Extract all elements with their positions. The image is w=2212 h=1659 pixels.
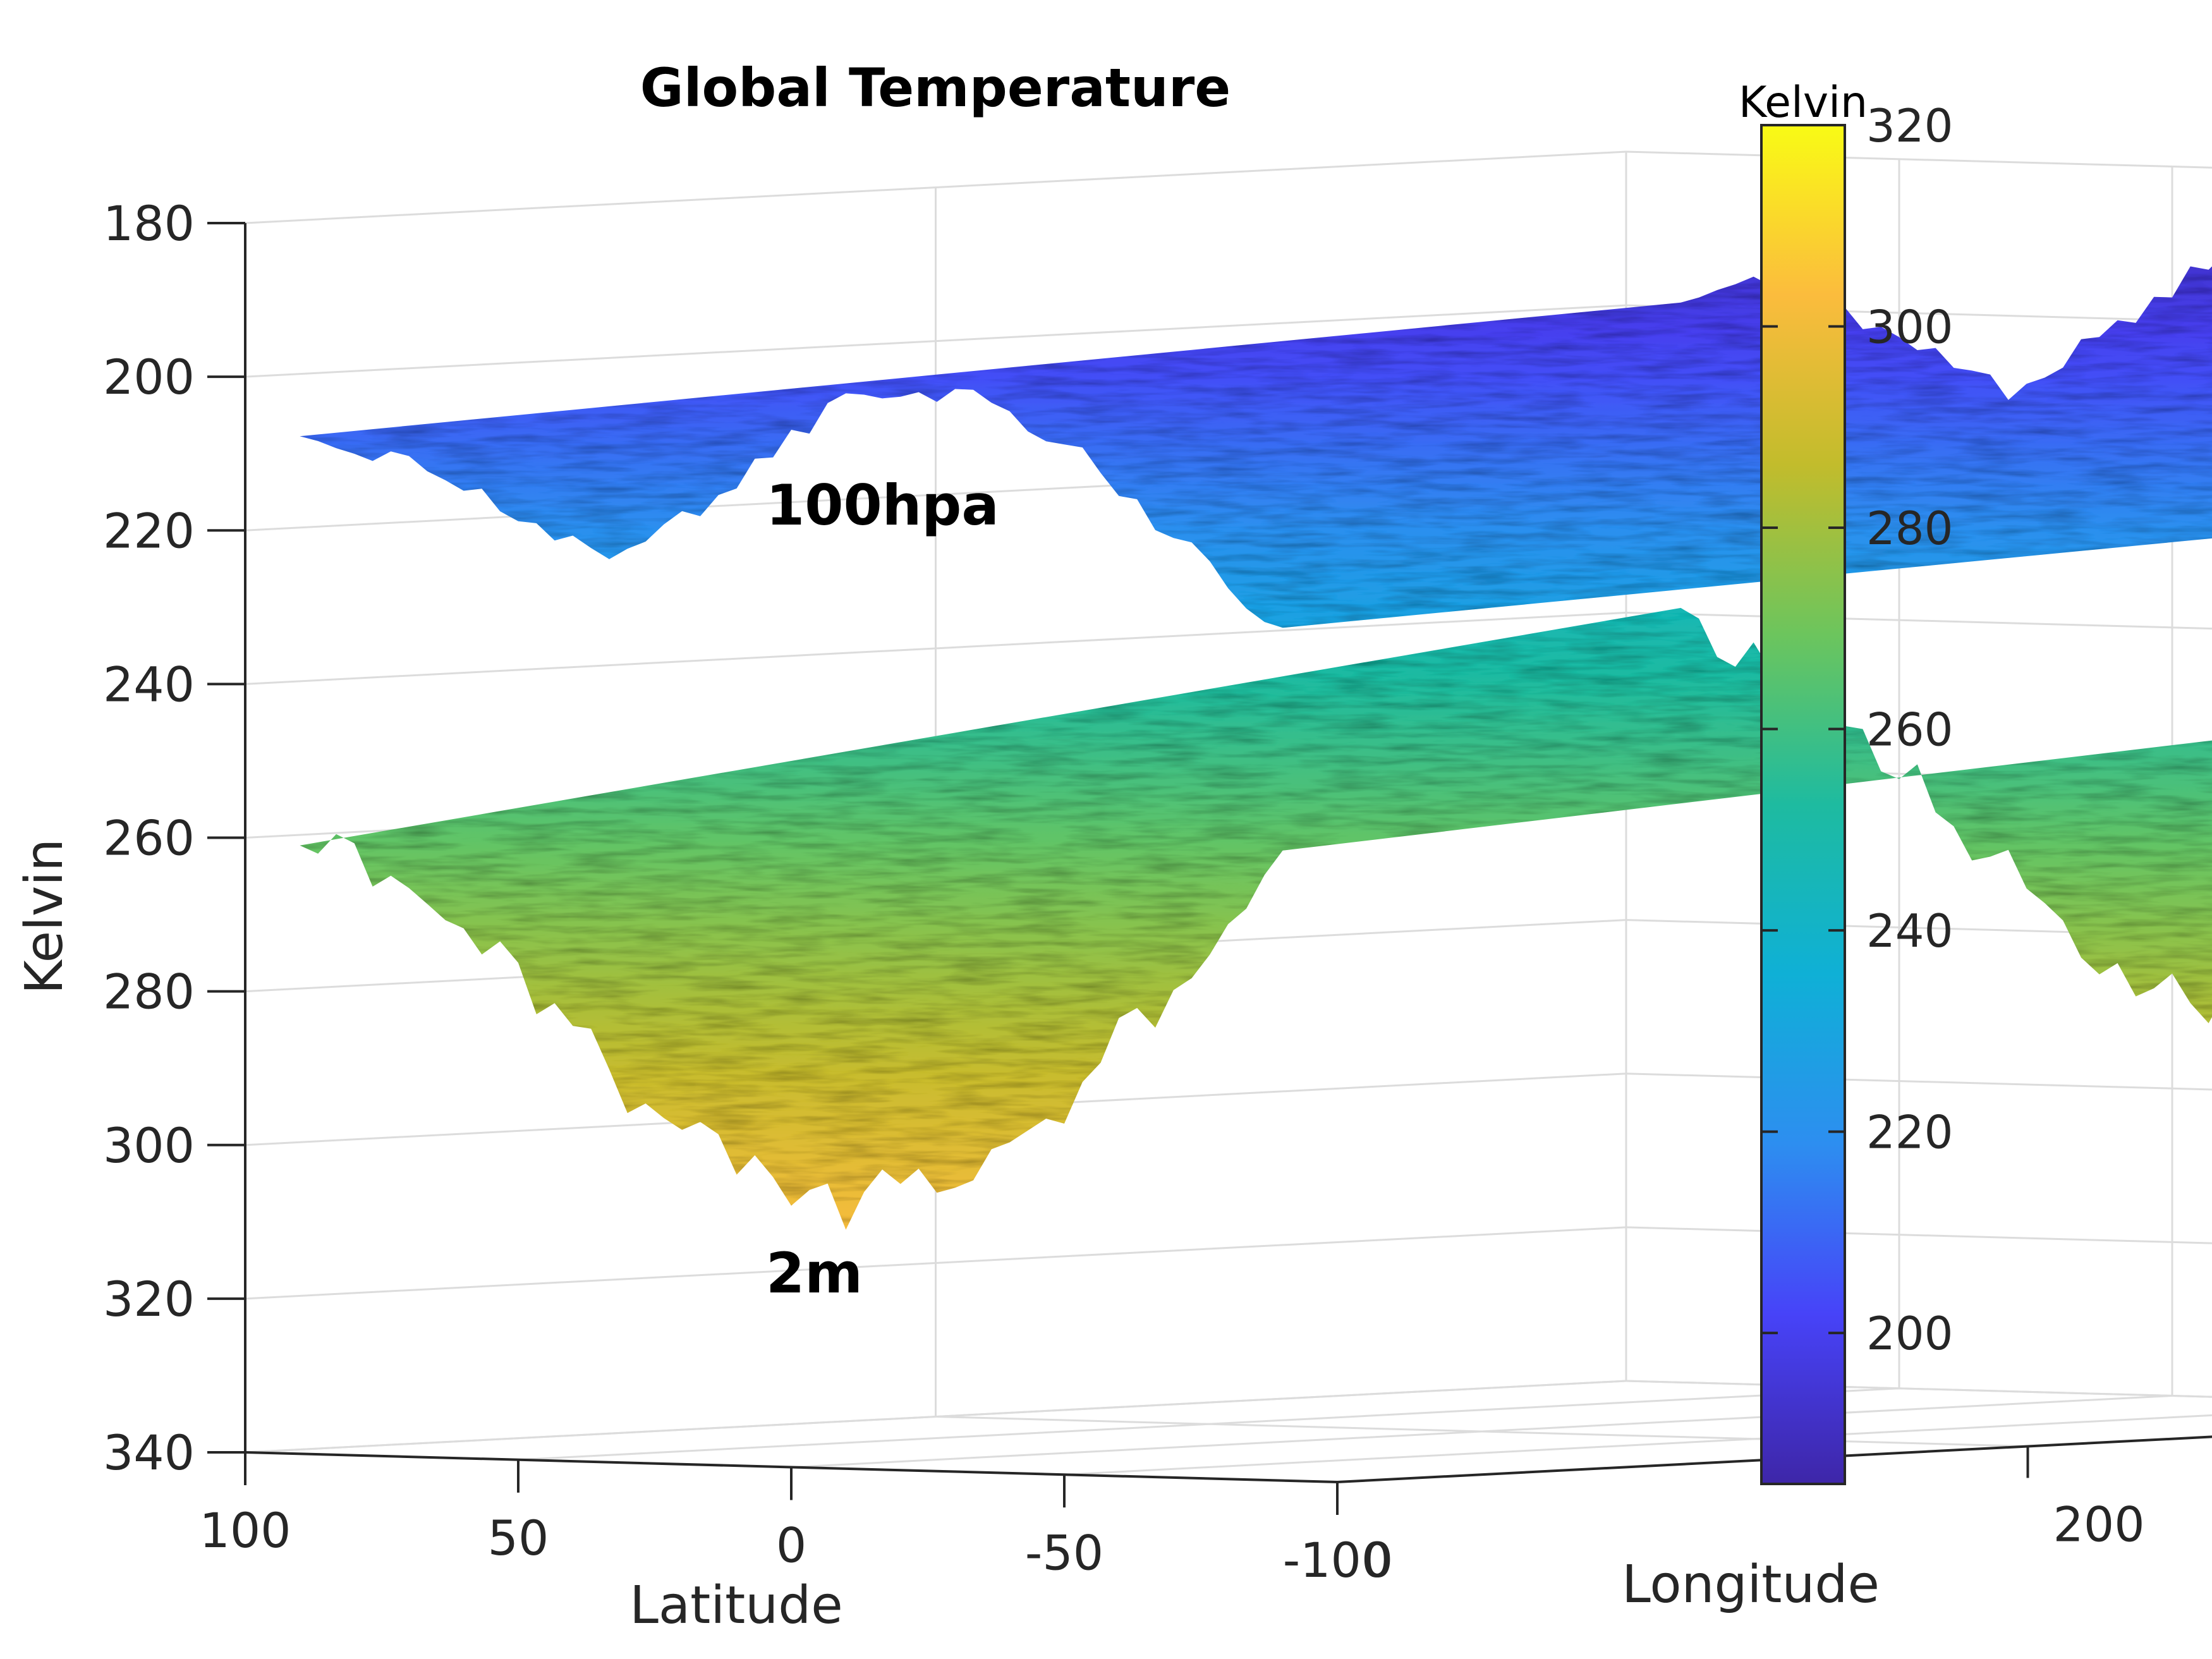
grid-line-back-z [1626, 1073, 2212, 1091]
surface-2m [300, 607, 2212, 1230]
colorbar-ticks: 200 220 240 260 280 300 320 [1761, 99, 1953, 1360]
grid-line-floor-y [935, 1416, 2028, 1447]
y-tick-label: 200 [2053, 1497, 2145, 1553]
grid-line-back-z [1626, 1380, 2212, 1398]
z-tick-label: 260 [103, 810, 195, 866]
colorbar-tick-label: 200 [1866, 1307, 1953, 1360]
z-axis-title: Kelvin [15, 839, 75, 994]
chart-title: Global Temperature [640, 57, 1231, 119]
colorbar-tick-label: 300 [1866, 301, 1953, 354]
x-axis-title: Latitude [629, 1576, 843, 1636]
colorbar-tick-label: 220 [1866, 1106, 1953, 1159]
axes [207, 222, 2212, 1515]
grid-line-floor-x [1064, 1414, 2212, 1476]
x-tick-label: -50 [1025, 1524, 1103, 1581]
y-axis-title: Longitude [1622, 1555, 1880, 1615]
colorbar-title: Kelvin [1739, 78, 1868, 128]
colorbar-tick-label: 320 [1866, 99, 1953, 152]
colorbar-tick-label: 280 [1866, 502, 1953, 555]
x-tick-label: 100 [199, 1502, 291, 1559]
annotation-2m: 2m [766, 1241, 863, 1306]
colorbar-tick-label: 260 [1866, 703, 1953, 757]
grid-line-back-z [1626, 611, 2212, 630]
surface-100hpa [300, 266, 2212, 628]
colorbar-tick-label: 240 [1866, 904, 1953, 957]
x-tick-label: 50 [488, 1510, 549, 1566]
z-tick-label: 280 [103, 964, 195, 1020]
y-tick-label: 0 [1363, 1532, 1393, 1588]
z-tick-label: 300 [103, 1117, 195, 1174]
z-tick-label: 220 [103, 502, 195, 559]
z-tick-label: 240 [103, 656, 195, 712]
z-tick-label: 320 [103, 1271, 195, 1327]
grid-line-back-z [1626, 1226, 2212, 1244]
x-tick-label: -100 [1283, 1532, 1392, 1588]
surfaces [300, 266, 2212, 1230]
x-tick-label: 0 [776, 1517, 806, 1574]
z-tick-label: 200 [103, 349, 195, 405]
grid-line-back-z [1626, 150, 2212, 169]
grid-line-floor-y [1626, 1380, 2212, 1398]
z-tick-label: 180 [103, 195, 195, 252]
colorbar-ramp [1760, 124, 1846, 1485]
z-tick-label: 340 [103, 1425, 195, 1481]
colorbar: Kelvin 200 220 240 260 280 300 320 [1739, 78, 1953, 1485]
annotation-100hpa: 100hpa [766, 473, 999, 538]
